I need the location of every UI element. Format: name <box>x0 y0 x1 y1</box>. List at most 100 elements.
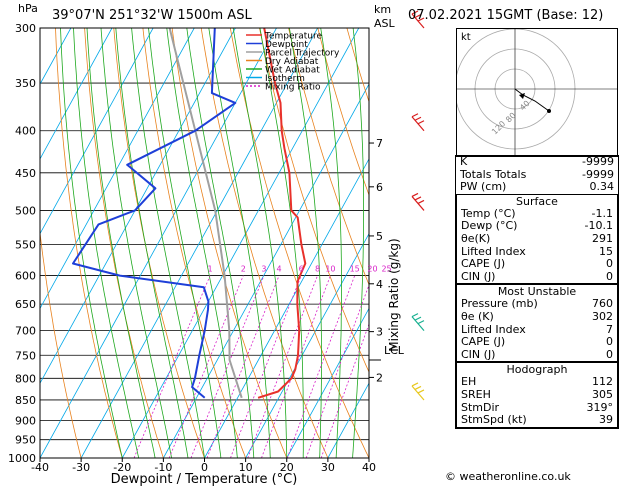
km-label: km <box>374 3 391 16</box>
mixing-ratio-label: 2 <box>241 265 246 274</box>
hodograph-row: StmDir 319° <box>461 400 613 414</box>
isotherm-line <box>80 28 318 458</box>
y-right-axis-title: Mixing Ratio (g/kg) <box>387 238 401 351</box>
dewpoint-line <box>72 28 237 399</box>
legend-entry: Temperature <box>264 32 322 42</box>
index-row-pw: PW (cm) 0.34 <box>460 180 614 194</box>
wet-adiabat-line <box>86 28 156 458</box>
indices-table: K -9999 Totals Totals -9999 PW (cm) 0.34 Su… <box>455 155 619 429</box>
isotherm-line <box>40 28 277 458</box>
y-tick-label: 350 <box>15 77 36 90</box>
wind-barb-flag <box>417 17 425 22</box>
dry-adiabat-line <box>113 28 205 458</box>
index-row-k: K -9999 <box>460 155 614 168</box>
surface-row: CIN (J) 0 <box>461 269 613 283</box>
wind-barb-flag <box>411 382 419 387</box>
mixing-ratio-line <box>190 275 265 458</box>
surface-row: CAPE (J) 0 <box>461 257 613 271</box>
legend-entry: Mixing Ratio <box>265 83 321 93</box>
y-tick-label: 550 <box>15 238 36 251</box>
wet-adiabat-line <box>368 453 369 458</box>
wind-barb-flag <box>414 13 422 19</box>
km-tick-label: 4 <box>376 278 383 291</box>
mixing-ratio-label: 6 <box>299 265 304 274</box>
x-tick-label: -20 <box>113 461 131 474</box>
y-tick-label: 800 <box>15 372 36 385</box>
mixing-ratio-label: 4 <box>277 265 282 274</box>
isotherm-line <box>40 28 113 160</box>
mixing-ratio-line <box>320 322 369 458</box>
hodograph-row: SREH 305 <box>461 387 613 401</box>
x-tick-label: 10 <box>239 461 253 474</box>
most-unstable-row: Pressure (mb) 760 <box>461 297 613 311</box>
most-unstable-section: Most Unstable Pressure (mb) 760 θe (K) 302 L… <box>456 284 618 363</box>
hodograph-row: EH 112 <box>461 375 613 389</box>
wet-adiabat-line <box>148 28 222 458</box>
legend-entry: Dewpoint <box>265 40 308 50</box>
lcl-label: LCL <box>384 344 405 357</box>
hodograph-title: Hodograph <box>506 363 568 377</box>
hodograph-section: Hodograph EH 112 SREH 305 StmDir 319° StmSpd (… <box>456 362 618 428</box>
most-unstable-title: Most Unstable <box>497 285 577 299</box>
surface-row: Temp (°C) -1.1 <box>461 206 613 220</box>
surface-row: Dewp (°C) -10.1 <box>461 219 613 233</box>
wind-barb-flag <box>417 120 425 125</box>
wind-barb-flag <box>417 199 425 204</box>
most-unstable-row: CIN (J) 0 <box>461 347 613 361</box>
x-tick-label: -40 <box>31 461 49 474</box>
wet-adiabat-line <box>60 28 123 458</box>
wet-adiabat-line <box>352 28 364 458</box>
dry-adiabat-line <box>142 28 246 458</box>
isotherm-line <box>204 158 369 458</box>
y-tick-label: 850 <box>15 394 36 407</box>
hodo-kt-label: kt <box>461 32 471 43</box>
mixing-ratio-label: 3 <box>261 265 266 274</box>
y-tick-label: 700 <box>15 325 36 338</box>
hodo-ring-label: 40 <box>518 99 532 113</box>
km-tick-label: 6 <box>376 181 383 194</box>
mixing-ratio-label: 10 <box>325 265 335 274</box>
km-tick-label: 7 <box>376 137 383 150</box>
index-row-totals: Totals Totals -9999 <box>460 167 614 181</box>
wind-barb-flag <box>411 313 419 318</box>
isotherm-line <box>40 28 236 385</box>
x-tick-label: -30 <box>72 461 90 474</box>
mixing-ratio-label: 8 <box>315 265 320 274</box>
wind-barb-flag <box>414 116 422 121</box>
wind-barb-flag <box>414 196 422 201</box>
isotherm-line <box>245 232 369 458</box>
y-tick-label: 750 <box>15 349 36 362</box>
y-tick-label: 900 <box>15 414 36 427</box>
wet-adiabat-line <box>166 28 238 458</box>
dry-adiabat-line <box>288 28 369 286</box>
hodo-point <box>547 109 551 113</box>
y-tick-label: 1000 <box>8 452 36 465</box>
x-tick-label: 30 <box>321 461 335 474</box>
y-tick-label: 450 <box>15 167 36 180</box>
wet-adiabat-line <box>259 28 304 458</box>
x-axis-title: Dewpoint / Temperature (°C) <box>111 472 298 486</box>
dry-adiabat-line <box>229 28 369 458</box>
hodograph-row: StmSpd (kt) 39 <box>461 413 613 427</box>
y-tick-label: 400 <box>15 125 36 138</box>
isotherm-line <box>286 307 369 458</box>
wet-adiabat-line <box>131 28 205 458</box>
wind-barb-flag <box>411 192 419 197</box>
y-tick-label: 950 <box>15 434 36 447</box>
asl-label: ASL <box>374 17 396 30</box>
wet-adiabat-line <box>73 28 140 458</box>
dry-adiabat-line <box>55 28 123 458</box>
mixing-ratio-line <box>133 275 211 458</box>
dry-adiabat-line <box>171 28 288 458</box>
isotherm-line <box>327 382 369 458</box>
x-tick-label: 0 <box>201 461 208 474</box>
wet-adiabat-line <box>100 28 172 458</box>
x-tick-label: 20 <box>280 461 294 474</box>
y-tick-label: 600 <box>15 270 36 283</box>
units-label: hPa <box>18 2 38 15</box>
y-tick-label: 500 <box>15 204 36 217</box>
mixing-ratio-label: 25 <box>381 265 391 274</box>
isotherm-line <box>121 28 360 458</box>
